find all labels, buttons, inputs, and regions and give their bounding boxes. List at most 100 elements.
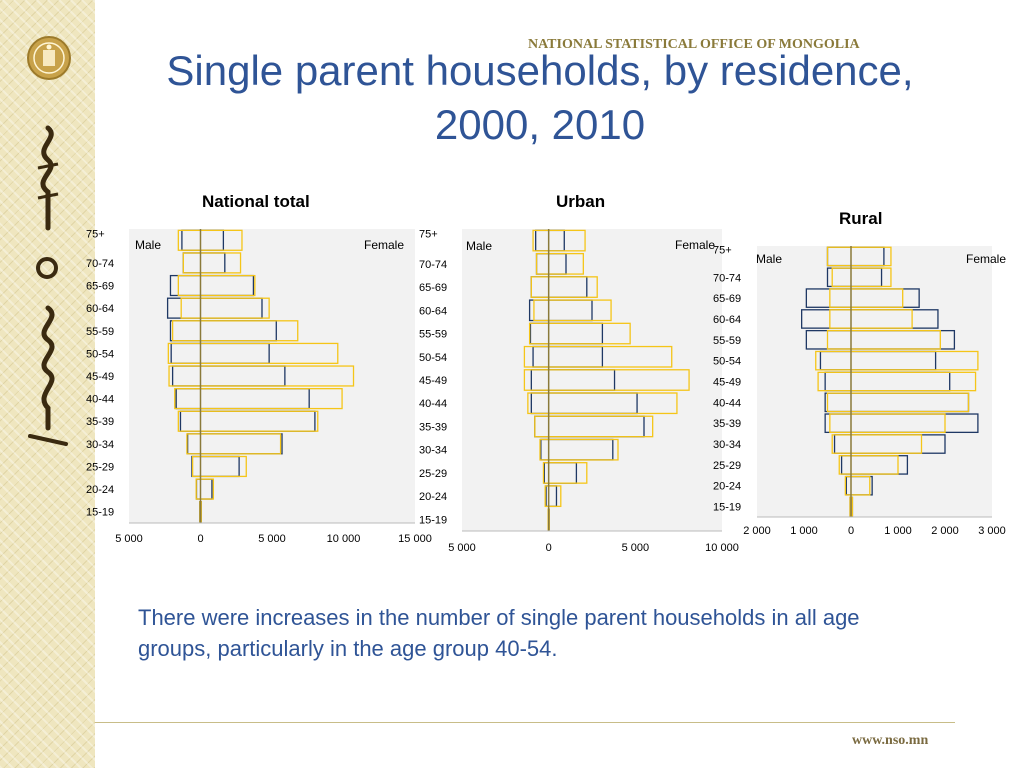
bar-2010-50-54	[815, 350, 979, 371]
male-label: Male	[135, 238, 161, 252]
title-line-2: 2000, 2010	[434, 101, 646, 148]
bar-2010-60-64	[180, 297, 270, 319]
x-tick-label: 1 000	[790, 525, 818, 537]
bar-2010-55-59	[826, 329, 941, 350]
bar-2010-40-44	[527, 392, 678, 415]
bar-2010-35-39	[177, 410, 319, 432]
footer-divider	[95, 722, 955, 723]
category-label: 15-19	[713, 502, 741, 514]
category-label: 60-64	[86, 303, 114, 315]
category-label: 45-49	[419, 375, 447, 387]
male-label: Male	[466, 239, 492, 253]
bar-2010-55-59	[171, 320, 299, 342]
chart-title-rural: Rural	[839, 209, 883, 228]
category-label: 15-19	[419, 514, 447, 526]
x-tick-label: 5 000	[622, 542, 650, 554]
category-label: 55-59	[713, 335, 741, 347]
female-label: Female	[675, 238, 715, 252]
bar-2010-30-34	[831, 434, 923, 454]
bar-2010-30-34	[186, 433, 282, 455]
category-label: 50-54	[419, 352, 447, 364]
category-label: 75+	[86, 228, 105, 240]
bar-2010-75+	[177, 229, 243, 251]
x-tick-label: 2 000	[931, 525, 959, 537]
category-label: 75+	[419, 229, 438, 241]
bar-2010-65-69	[530, 276, 598, 298]
bar-2010-35-39	[534, 415, 654, 438]
bar-2010-60-64	[829, 309, 913, 329]
panel-background	[129, 229, 415, 523]
category-label: 60-64	[419, 305, 447, 317]
bar-2010-45-49	[168, 365, 355, 387]
bar-2010-30-34	[539, 438, 619, 461]
category-label: 50-54	[86, 348, 114, 360]
x-tick-label: 3 000	[978, 525, 1006, 537]
x-tick-label: 2 000	[743, 525, 771, 537]
bar-2010-20-24	[544, 485, 562, 508]
category-label: 75+	[713, 244, 732, 256]
category-label: 70-74	[713, 272, 741, 284]
bar-2010-20-24	[844, 475, 871, 496]
category-label: 70-74	[86, 258, 114, 270]
category-label: 30-34	[419, 445, 447, 457]
bar-2010-25-29	[838, 455, 899, 475]
organization-name: NATIONAL STATISTICAL OFFICE OF MONGOLIA	[528, 37, 860, 52]
x-tick-label: 1 000	[884, 525, 912, 537]
panel-background	[757, 246, 992, 517]
x-tick-label: 0	[546, 542, 552, 554]
bar-2010-35-39	[829, 413, 946, 434]
category-label: 40-44	[86, 394, 114, 406]
caption-text: There were increases in the number of si…	[138, 605, 860, 661]
bar-2010-25-29	[191, 455, 247, 478]
category-label: 50-54	[713, 356, 741, 368]
category-label: 55-59	[86, 326, 114, 338]
category-label: 20-24	[86, 484, 114, 496]
bar-2010-70-74	[831, 267, 892, 288]
category-label: 25-29	[713, 460, 741, 472]
bar-2010-65-69	[177, 274, 256, 297]
bar-2010-40-44	[174, 388, 343, 410]
bar-2010-60-64	[533, 299, 612, 322]
category-label: 60-64	[713, 314, 741, 326]
x-tick-label: 10 000	[327, 533, 361, 545]
x-tick-label: 15 000	[398, 533, 432, 545]
bar-2010-45-49	[817, 371, 977, 392]
x-tick-label: 5 000	[115, 533, 143, 545]
bar-2010-70-74	[535, 252, 584, 275]
panel-background	[462, 229, 722, 531]
x-tick-label: 0	[848, 525, 854, 537]
female-label: Female	[364, 238, 404, 252]
category-label: 20-24	[419, 491, 447, 503]
category-label: 40-44	[419, 398, 447, 410]
category-label: 25-29	[86, 461, 114, 473]
bar-2010-55-59	[528, 322, 631, 345]
category-label: 35-39	[419, 421, 447, 433]
bar-2010-50-54	[167, 342, 339, 364]
category-label: 65-69	[713, 293, 741, 305]
bar-2010-75+	[826, 246, 892, 267]
category-label: 35-39	[86, 416, 114, 428]
category-label: 65-69	[86, 281, 114, 293]
male-label: Male	[756, 252, 782, 266]
x-tick-label: 5 000	[448, 542, 476, 554]
website-url: www.nso.mn	[852, 733, 929, 748]
category-label: 45-49	[86, 371, 114, 383]
mongolian-script-logo	[28, 125, 68, 446]
category-label: 40-44	[713, 397, 741, 409]
category-label: 55-59	[419, 329, 447, 341]
page-title: Single parent households, by residence, …	[110, 44, 970, 152]
bar-2010-40-44	[826, 392, 970, 413]
category-label: 70-74	[419, 259, 447, 271]
title-line-1: Single parent households, by residence,	[166, 47, 914, 94]
category-label: 20-24	[713, 481, 741, 493]
bar-2010-20-24	[195, 478, 215, 500]
bar-2010-45-49	[523, 369, 690, 391]
chart-title-national: National total	[202, 192, 310, 211]
bar-2010-75+	[532, 229, 586, 252]
category-label: 25-29	[419, 468, 447, 480]
bar-2010-70-74	[182, 252, 242, 274]
bar-2010-50-54	[523, 345, 673, 368]
category-label: 65-69	[419, 282, 447, 294]
bar-2010-65-69	[829, 288, 904, 308]
